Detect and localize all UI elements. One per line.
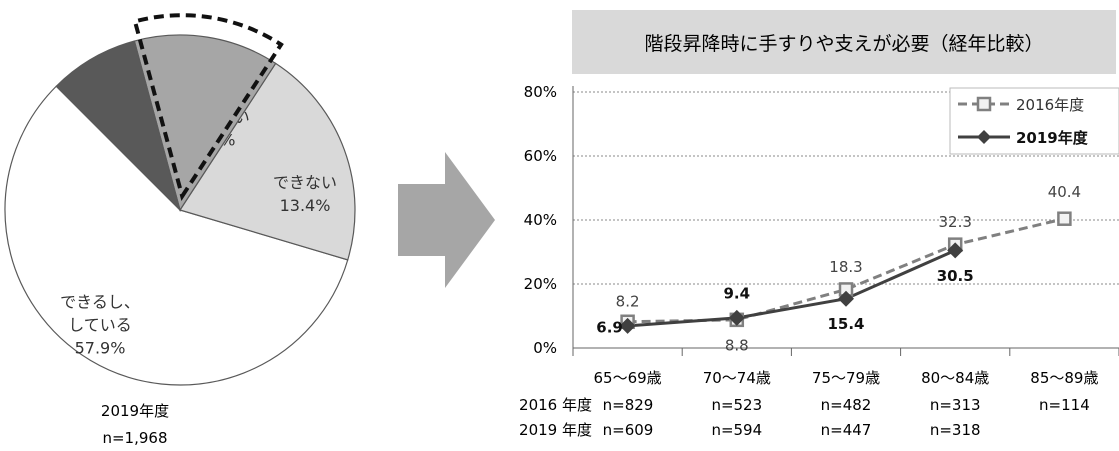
pie-chart: できるし、している57.9%できるけどしていない20.4%できない13.4%無回…	[4, 13, 356, 386]
pie-slice	[4, 85, 349, 386]
data-label-2019: 15.4	[827, 315, 864, 333]
pie-slice	[133, 34, 277, 212]
legend-label-2016: 2016年度	[1016, 96, 1084, 114]
data-point-2019	[838, 290, 854, 307]
y-tick-label: 60%	[524, 147, 557, 165]
pie-slice-value: 13.4%	[280, 196, 331, 215]
sample-size-value: n=829	[603, 396, 654, 414]
pie-highlight-outline	[132, 13, 284, 202]
data-point-2016	[1057, 211, 1072, 226]
sample-size-value: n=523	[711, 396, 762, 414]
y-tick-label: 0%	[533, 339, 557, 357]
pie-slice-value: 8.3%	[271, 273, 315, 292]
legend-label-2019: 2019年度	[1016, 129, 1089, 147]
sample-size-value: n=609	[603, 421, 654, 439]
series-line-2019	[627, 249, 956, 328]
sample-size-value: n=482	[821, 396, 872, 414]
legend-marker-2019	[977, 130, 991, 144]
data-label-2019: 30.5	[937, 267, 974, 285]
pie-slice	[55, 40, 182, 213]
pie-slice-label: している	[68, 316, 132, 335]
data-label-2016: 8.8	[725, 336, 749, 354]
sample-size-value: n=447	[821, 421, 872, 439]
sample-row-label: 2016 年度	[519, 396, 592, 414]
y-tick-label: 20%	[524, 275, 557, 293]
data-point-2019	[728, 309, 745, 326]
pie-slice-label: できない	[273, 173, 337, 192]
legend: 2016年度 2019年度	[949, 87, 1119, 155]
data-label-2019: 6.9	[596, 318, 623, 336]
data-label-2016: 8.2	[616, 292, 640, 310]
legend-marker-2016	[976, 96, 992, 112]
data-point-2019	[619, 317, 636, 334]
sample-size-value: n=114	[1039, 396, 1090, 414]
pie-slice-value: 57.9%	[75, 339, 126, 358]
pie-slice-label: 無回答	[269, 250, 318, 269]
x-tick-label: 85～89歳	[1030, 369, 1098, 387]
line-chart: 0% 20% 40% 60% 80% 65～69歳 70～74歳 75～79歳 80～84歳 85…	[519, 83, 1119, 439]
right-arrow-icon	[398, 152, 495, 288]
sample-row-label: 2019 年度	[519, 421, 592, 439]
x-tick-label: 75～79歳	[812, 369, 880, 387]
pie-slice-label: できるし、	[60, 293, 140, 312]
data-label-2016: 40.4	[1048, 183, 1081, 201]
data-label-2016: 32.3	[938, 213, 971, 231]
pie-slice	[179, 62, 356, 261]
chart-title-box	[572, 10, 1116, 74]
pie-caption-year: 2019年度	[101, 402, 169, 420]
data-label-2019: 9.4	[724, 284, 751, 302]
x-tick-label: 70～74歳	[703, 369, 771, 387]
chart-title: 階段昇降時に手すりや支えが必要（経年比較）	[644, 33, 1043, 55]
sample-size-value: n=318	[930, 421, 981, 439]
pie-caption-n: n=1,968	[102, 429, 167, 447]
sample-size-value: n=594	[711, 421, 762, 439]
sample-size-value: n=313	[930, 396, 981, 414]
y-tick-label: 40%	[524, 211, 557, 229]
x-tick-label: 65～69歳	[594, 369, 662, 387]
data-point-2019	[947, 242, 964, 259]
data-label-2016: 18.3	[829, 258, 862, 276]
x-tick-label: 80～84歳	[921, 369, 989, 387]
y-tick-label: 80%	[524, 83, 557, 101]
